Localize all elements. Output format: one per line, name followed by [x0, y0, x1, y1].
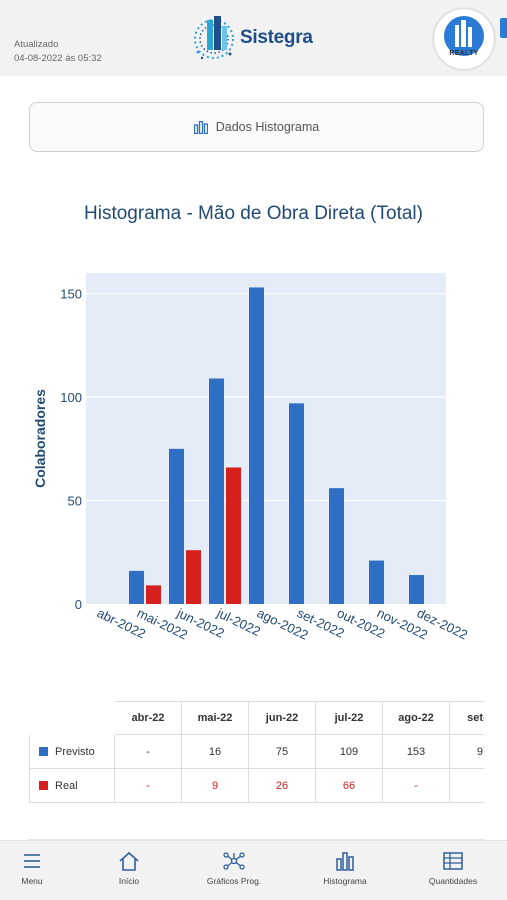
plot-background	[86, 273, 446, 604]
table-header-cell: set-22	[450, 701, 484, 735]
hamburger-icon	[24, 854, 40, 868]
table-row-label: Real	[29, 769, 115, 803]
nav-label-quantidades: Quantidades	[428, 876, 478, 886]
table-header-cell: jul-22	[316, 701, 383, 735]
bar-previsto	[289, 403, 304, 604]
nav-label-menu: Menu	[21, 876, 43, 886]
home-icon	[119, 851, 139, 871]
table-header-cell: ago-22	[383, 701, 450, 735]
table-cell: 109	[316, 735, 383, 769]
nav-label-graficos-prog: Gráficos Prog.	[206, 876, 262, 886]
table-cell: 75	[249, 735, 316, 769]
y-tick-label: 150	[60, 287, 82, 302]
bottom-nav: Menu Início Gráficos Prog.	[0, 840, 507, 900]
y-tick-label: 50	[68, 494, 82, 509]
bar-previsto	[169, 448, 184, 604]
app-header: Atualizado 04-08-2022 às 05:32 Sistegra	[0, 0, 507, 76]
table-header-cell: mai-22	[182, 701, 249, 735]
bar-previsto	[129, 570, 144, 604]
realty-building-icon	[444, 16, 484, 56]
divider	[29, 839, 484, 840]
realty-logo-text: REALTY	[449, 50, 479, 57]
nav-label-inicio: Início	[118, 876, 140, 886]
table-icon	[443, 852, 463, 870]
nav-item-histograma[interactable]: Histograma	[312, 841, 378, 900]
table-cell: 16	[182, 735, 249, 769]
bar-previsto	[409, 575, 424, 604]
bar-real	[226, 467, 241, 604]
table-cell	[450, 769, 484, 803]
nav-item-graficos-prog[interactable]: Gráficos Prog.	[196, 841, 272, 900]
table-row-label: Previsto	[29, 735, 115, 769]
table-cell: 97	[450, 735, 484, 769]
table-cell: -	[383, 769, 450, 803]
table-header-cell: abr-22	[115, 701, 182, 735]
table-cell: 9	[182, 769, 249, 803]
table-cell: -	[115, 769, 182, 803]
nav-label-histograma: Histograma	[323, 876, 367, 886]
realty-logo: REALTY	[434, 9, 494, 69]
dados-histograma-button[interactable]: Dados Histograma	[29, 102, 484, 152]
table-cell: 66	[316, 769, 383, 803]
legend-swatch	[39, 781, 48, 790]
bar-previsto	[329, 488, 344, 604]
table-cell: 153	[383, 735, 450, 769]
nav-item-quantidades[interactable]: Quantidades	[418, 841, 488, 900]
sistegra-logo: Sistegra	[192, 10, 322, 66]
dados-histograma-label: Dados Histograma	[215, 120, 320, 134]
sistegra-logo-icon	[194, 16, 234, 60]
y-tick-label: 100	[60, 390, 82, 405]
bar-real	[146, 585, 161, 604]
bar-previsto	[369, 560, 384, 604]
legend-swatch	[39, 747, 48, 756]
edge-indicator	[500, 18, 507, 38]
y-tick-label: 0	[75, 597, 82, 612]
y-axis-label: Colaboradores	[32, 389, 48, 488]
updated-label: Atualizado	[14, 39, 59, 50]
bar-previsto	[249, 287, 264, 604]
table-cell: 26	[249, 769, 316, 803]
chart-title: Histograma - Mão de Obra Direta (Total)	[84, 203, 423, 224]
bar-previsto	[209, 378, 224, 604]
nav-item-menu[interactable]: Menu	[6, 841, 58, 900]
nav-item-inicio[interactable]: Início	[100, 841, 158, 900]
histogram-chart: 050100150Colaboradoresabr-2022mai-2022ju…	[32, 273, 470, 643]
row-label-text: Previsto	[55, 745, 95, 758]
updated-time: 04-08-2022 às 05:32	[14, 53, 102, 64]
bar-chart-icon	[193, 120, 208, 134]
bar-chart-icon	[336, 852, 354, 871]
bar-real	[186, 550, 201, 604]
table-header-cell: jun-22	[249, 701, 316, 735]
row-label-text: Real	[55, 779, 78, 792]
table-cell: -	[115, 735, 182, 769]
last-updated: Atualizado 04-08-2022 às 05:32	[14, 38, 102, 66]
network-icon	[223, 852, 245, 870]
logo-text: Sistegra	[240, 27, 313, 48]
